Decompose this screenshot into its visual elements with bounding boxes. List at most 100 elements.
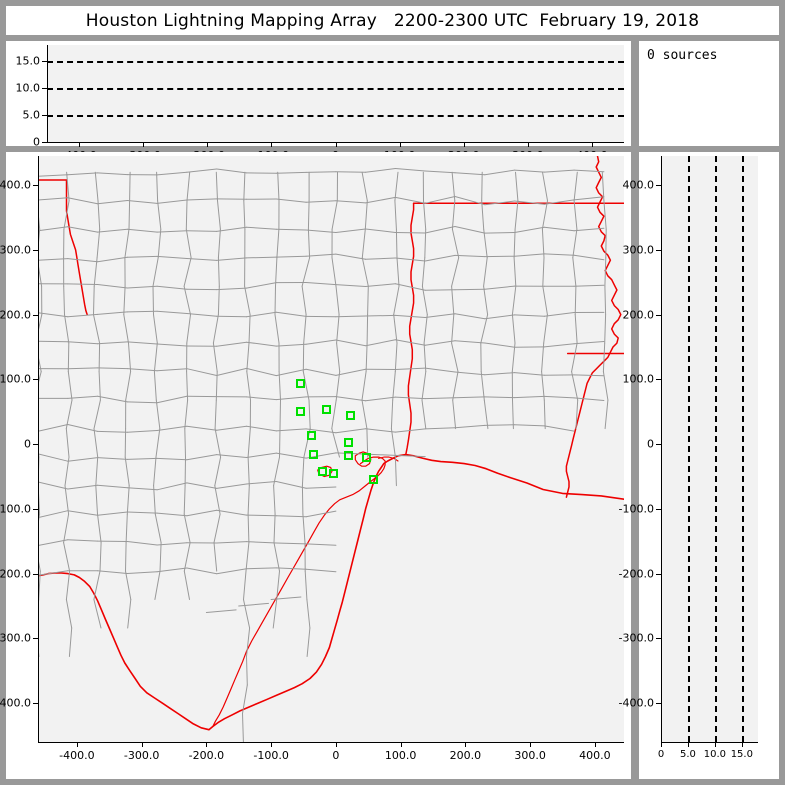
lma-station-marker[interactable] <box>318 466 328 476</box>
county-border <box>335 368 367 376</box>
y-tick <box>33 249 38 251</box>
county-border <box>246 256 277 259</box>
county-border <box>366 428 369 458</box>
lma-station-marker[interactable] <box>344 438 354 448</box>
x-tick-label: -400.0 <box>59 749 95 762</box>
county-border <box>424 313 456 318</box>
county-border <box>275 171 307 174</box>
x-axis-line <box>38 742 624 743</box>
county-border <box>279 399 281 430</box>
county-border <box>214 456 222 487</box>
county-border <box>424 427 456 430</box>
county-border <box>65 599 73 629</box>
county-border <box>129 171 131 202</box>
county-border <box>484 285 516 290</box>
county-border <box>483 285 489 316</box>
lma-station-marker[interactable] <box>307 431 317 441</box>
county-border <box>152 285 154 316</box>
lma-station-marker[interactable] <box>345 410 355 420</box>
x-tick <box>271 742 273 747</box>
county-border <box>63 200 70 230</box>
county-border <box>394 196 426 204</box>
x-tick-label: 400.0 <box>579 749 611 762</box>
county-border <box>396 257 400 287</box>
lma-station-marker[interactable] <box>361 452 371 462</box>
lma-station-marker[interactable] <box>321 405 331 415</box>
county-border <box>217 200 221 230</box>
county-border <box>156 230 188 233</box>
county-border <box>511 342 516 373</box>
y-tick <box>33 314 38 316</box>
county-border <box>423 200 427 230</box>
y-tick <box>42 142 47 143</box>
county-border <box>216 483 247 489</box>
county-border <box>156 199 188 204</box>
county-border <box>331 200 338 230</box>
window-title-bar: Houston Lightning Mapping Array 2200-230… <box>6 6 779 35</box>
county-border <box>97 200 101 230</box>
county-border <box>38 340 69 343</box>
county-border <box>480 371 485 401</box>
county-border <box>514 395 545 399</box>
x-tick <box>141 742 143 747</box>
county-border <box>38 481 69 490</box>
county-border <box>212 314 219 344</box>
county-border <box>514 200 519 230</box>
county-border <box>93 399 101 430</box>
county-border <box>604 314 607 344</box>
county-border <box>186 314 191 344</box>
grid-line <box>47 115 624 118</box>
county-border <box>543 169 575 173</box>
county-border <box>67 424 99 432</box>
county-border <box>513 257 517 287</box>
county-border <box>123 314 129 344</box>
lma-station-marker[interactable] <box>344 451 354 461</box>
county-border <box>275 428 307 432</box>
county-border <box>125 371 132 401</box>
county-border <box>574 314 578 344</box>
county-border <box>273 485 276 515</box>
page-title: Houston Lightning Mapping Array 2200-230… <box>85 10 700 31</box>
county-border <box>97 395 128 403</box>
county-border <box>97 228 128 233</box>
lma-station-marker[interactable] <box>308 450 318 459</box>
county-border <box>511 285 517 316</box>
county-border <box>216 568 247 575</box>
county-border <box>301 285 307 316</box>
county-border <box>186 567 218 575</box>
county-border <box>126 200 158 204</box>
lma-station-marker[interactable] <box>295 407 305 417</box>
altitude-vs-north-plot-area <box>661 156 758 742</box>
county-border <box>155 428 161 458</box>
x-tick <box>591 142 593 147</box>
county-border <box>451 285 455 316</box>
county-border <box>424 170 456 174</box>
county-border <box>246 396 277 401</box>
lma-station-marker[interactable] <box>295 379 305 389</box>
plan-view-map-plot-area[interactable] <box>38 156 624 742</box>
county-border <box>451 200 456 230</box>
county-border <box>275 481 307 489</box>
county-border <box>275 515 307 518</box>
x-tick-label: 10.0 <box>703 749 727 760</box>
county-border <box>541 371 545 401</box>
lma-station-marker[interactable] <box>329 468 339 478</box>
county-border <box>543 199 575 205</box>
county-border <box>364 200 368 230</box>
y-tick <box>33 703 38 705</box>
county-border <box>96 228 101 259</box>
county-border <box>543 312 575 317</box>
county-border <box>302 371 310 401</box>
county-border <box>65 570 71 600</box>
county-border <box>305 200 337 203</box>
county-border <box>390 399 394 430</box>
y-tick <box>656 379 661 381</box>
county-border <box>238 602 269 607</box>
county-border <box>365 339 396 347</box>
county-border <box>573 196 605 201</box>
county-border <box>603 200 607 230</box>
county-border <box>67 539 99 542</box>
altitude-vs-east-panel: -400.0-300.0-200.0-100.00100.0200.0300.0… <box>6 41 631 162</box>
lma-station-marker[interactable] <box>368 475 378 485</box>
county-border <box>424 367 456 373</box>
